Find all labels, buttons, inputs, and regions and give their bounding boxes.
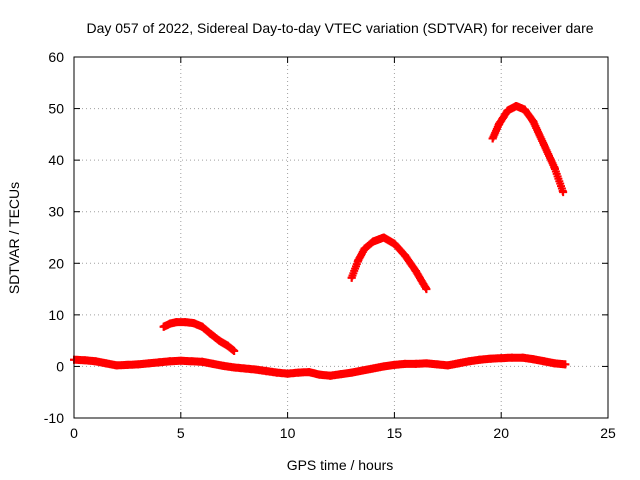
series-arc-1 <box>159 318 239 355</box>
x-tick-label: 15 <box>387 425 403 441</box>
series-arc-3 <box>488 101 568 197</box>
y-tick-label: 10 <box>48 307 64 323</box>
y-tick-label: 0 <box>56 358 64 374</box>
axis-ticks: 0 5 10 15 20 25 -10 0 10 20 30 40 50 60 <box>44 49 616 441</box>
y-tick-label: -10 <box>44 410 64 426</box>
y-axis-label: SDTVAR / TECUs <box>6 182 22 294</box>
data-track <box>347 233 430 293</box>
y-tick-label: 50 <box>48 101 64 117</box>
x-tick-label: 10 <box>280 425 296 441</box>
series-baseline <box>70 353 570 380</box>
x-tick-label: 5 <box>177 425 185 441</box>
x-tick-label: 0 <box>70 425 78 441</box>
data-series <box>70 101 570 380</box>
chart-title: Day 057 of 2022, Sidereal Day-to-day VTE… <box>86 20 593 36</box>
x-tick-label: 20 <box>493 425 509 441</box>
x-axis-label: GPS time / hours <box>287 457 394 473</box>
series-arc-2 <box>347 233 431 294</box>
y-tick-label: 60 <box>48 49 64 65</box>
plot-frame <box>73 56 609 419</box>
x-tick-label: 25 <box>600 425 616 441</box>
data-track <box>159 318 238 355</box>
y-tick-label: 40 <box>48 152 64 168</box>
y-tick-label: 30 <box>48 204 64 220</box>
y-tick-label: 20 <box>48 255 64 271</box>
data-track <box>488 102 567 195</box>
